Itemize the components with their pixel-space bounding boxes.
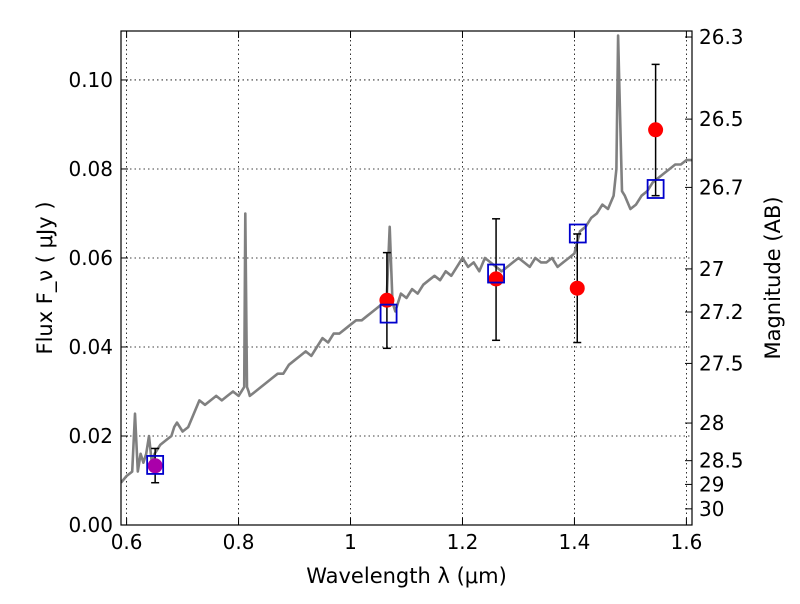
tick-layer bbox=[121, 31, 692, 526]
right-tick-label: 28.5 bbox=[699, 449, 744, 473]
photometry-point bbox=[147, 458, 163, 474]
x-tick-label: 1.4 bbox=[559, 530, 591, 554]
right-tick-label: 29 bbox=[699, 472, 724, 496]
x-axis-title: Wavelength λ (μm) bbox=[306, 564, 507, 588]
x-tick-label: 1.6 bbox=[670, 530, 702, 554]
model-flux-square bbox=[146, 455, 165, 475]
errorbar-layer bbox=[151, 63, 660, 484]
right-tick-label: 27.5 bbox=[699, 351, 744, 375]
x-tick-label: 0.6 bbox=[111, 530, 143, 554]
model-flux-square bbox=[379, 303, 398, 324]
y-tick-label: 0.06 bbox=[68, 246, 113, 270]
model-flux-square bbox=[487, 263, 505, 284]
spectrum-line bbox=[121, 34, 692, 484]
spectrum-layer bbox=[121, 34, 692, 484]
y-axis-title: Flux F_ν ( μJy ) bbox=[33, 201, 58, 354]
photometry-point bbox=[569, 280, 585, 296]
y-tick-label: 0.04 bbox=[68, 335, 113, 359]
y-tick-label: 0.00 bbox=[68, 513, 113, 537]
right-tick-label: 28 bbox=[699, 411, 724, 435]
right-tick-label: 27.2 bbox=[699, 300, 744, 324]
y-tick-label: 0.10 bbox=[68, 68, 113, 92]
photometry-point bbox=[648, 122, 664, 138]
x-tick-label: 0.8 bbox=[223, 530, 255, 554]
label-layer: 0.6 0.8 1 1.2 1.4 1.6 0.00 0.02 0.04 0.06 0.08 0.10… bbox=[68, 25, 743, 554]
right-tick-label: 27 bbox=[699, 257, 724, 281]
right-axis-title: Magnitude (AB) bbox=[761, 196, 785, 359]
right-tick-label: 26.5 bbox=[699, 107, 744, 131]
photometry-point bbox=[488, 271, 504, 287]
model-flux-square bbox=[568, 223, 587, 244]
x-tick-label: 1.2 bbox=[447, 530, 479, 554]
y-tick-label: 0.02 bbox=[68, 424, 113, 448]
right-tick-label: 30 bbox=[699, 497, 724, 521]
marker-layer bbox=[146, 122, 665, 475]
right-tick-label: 26.3 bbox=[699, 25, 744, 49]
x-tick-label: 1 bbox=[344, 530, 357, 554]
grid-layer bbox=[121, 31, 692, 525]
model-flux-square bbox=[646, 179, 665, 199]
y-tick-label: 0.08 bbox=[68, 157, 113, 181]
right-tick-label: 26.7 bbox=[699, 175, 744, 199]
plot-frame bbox=[120, 30, 693, 526]
